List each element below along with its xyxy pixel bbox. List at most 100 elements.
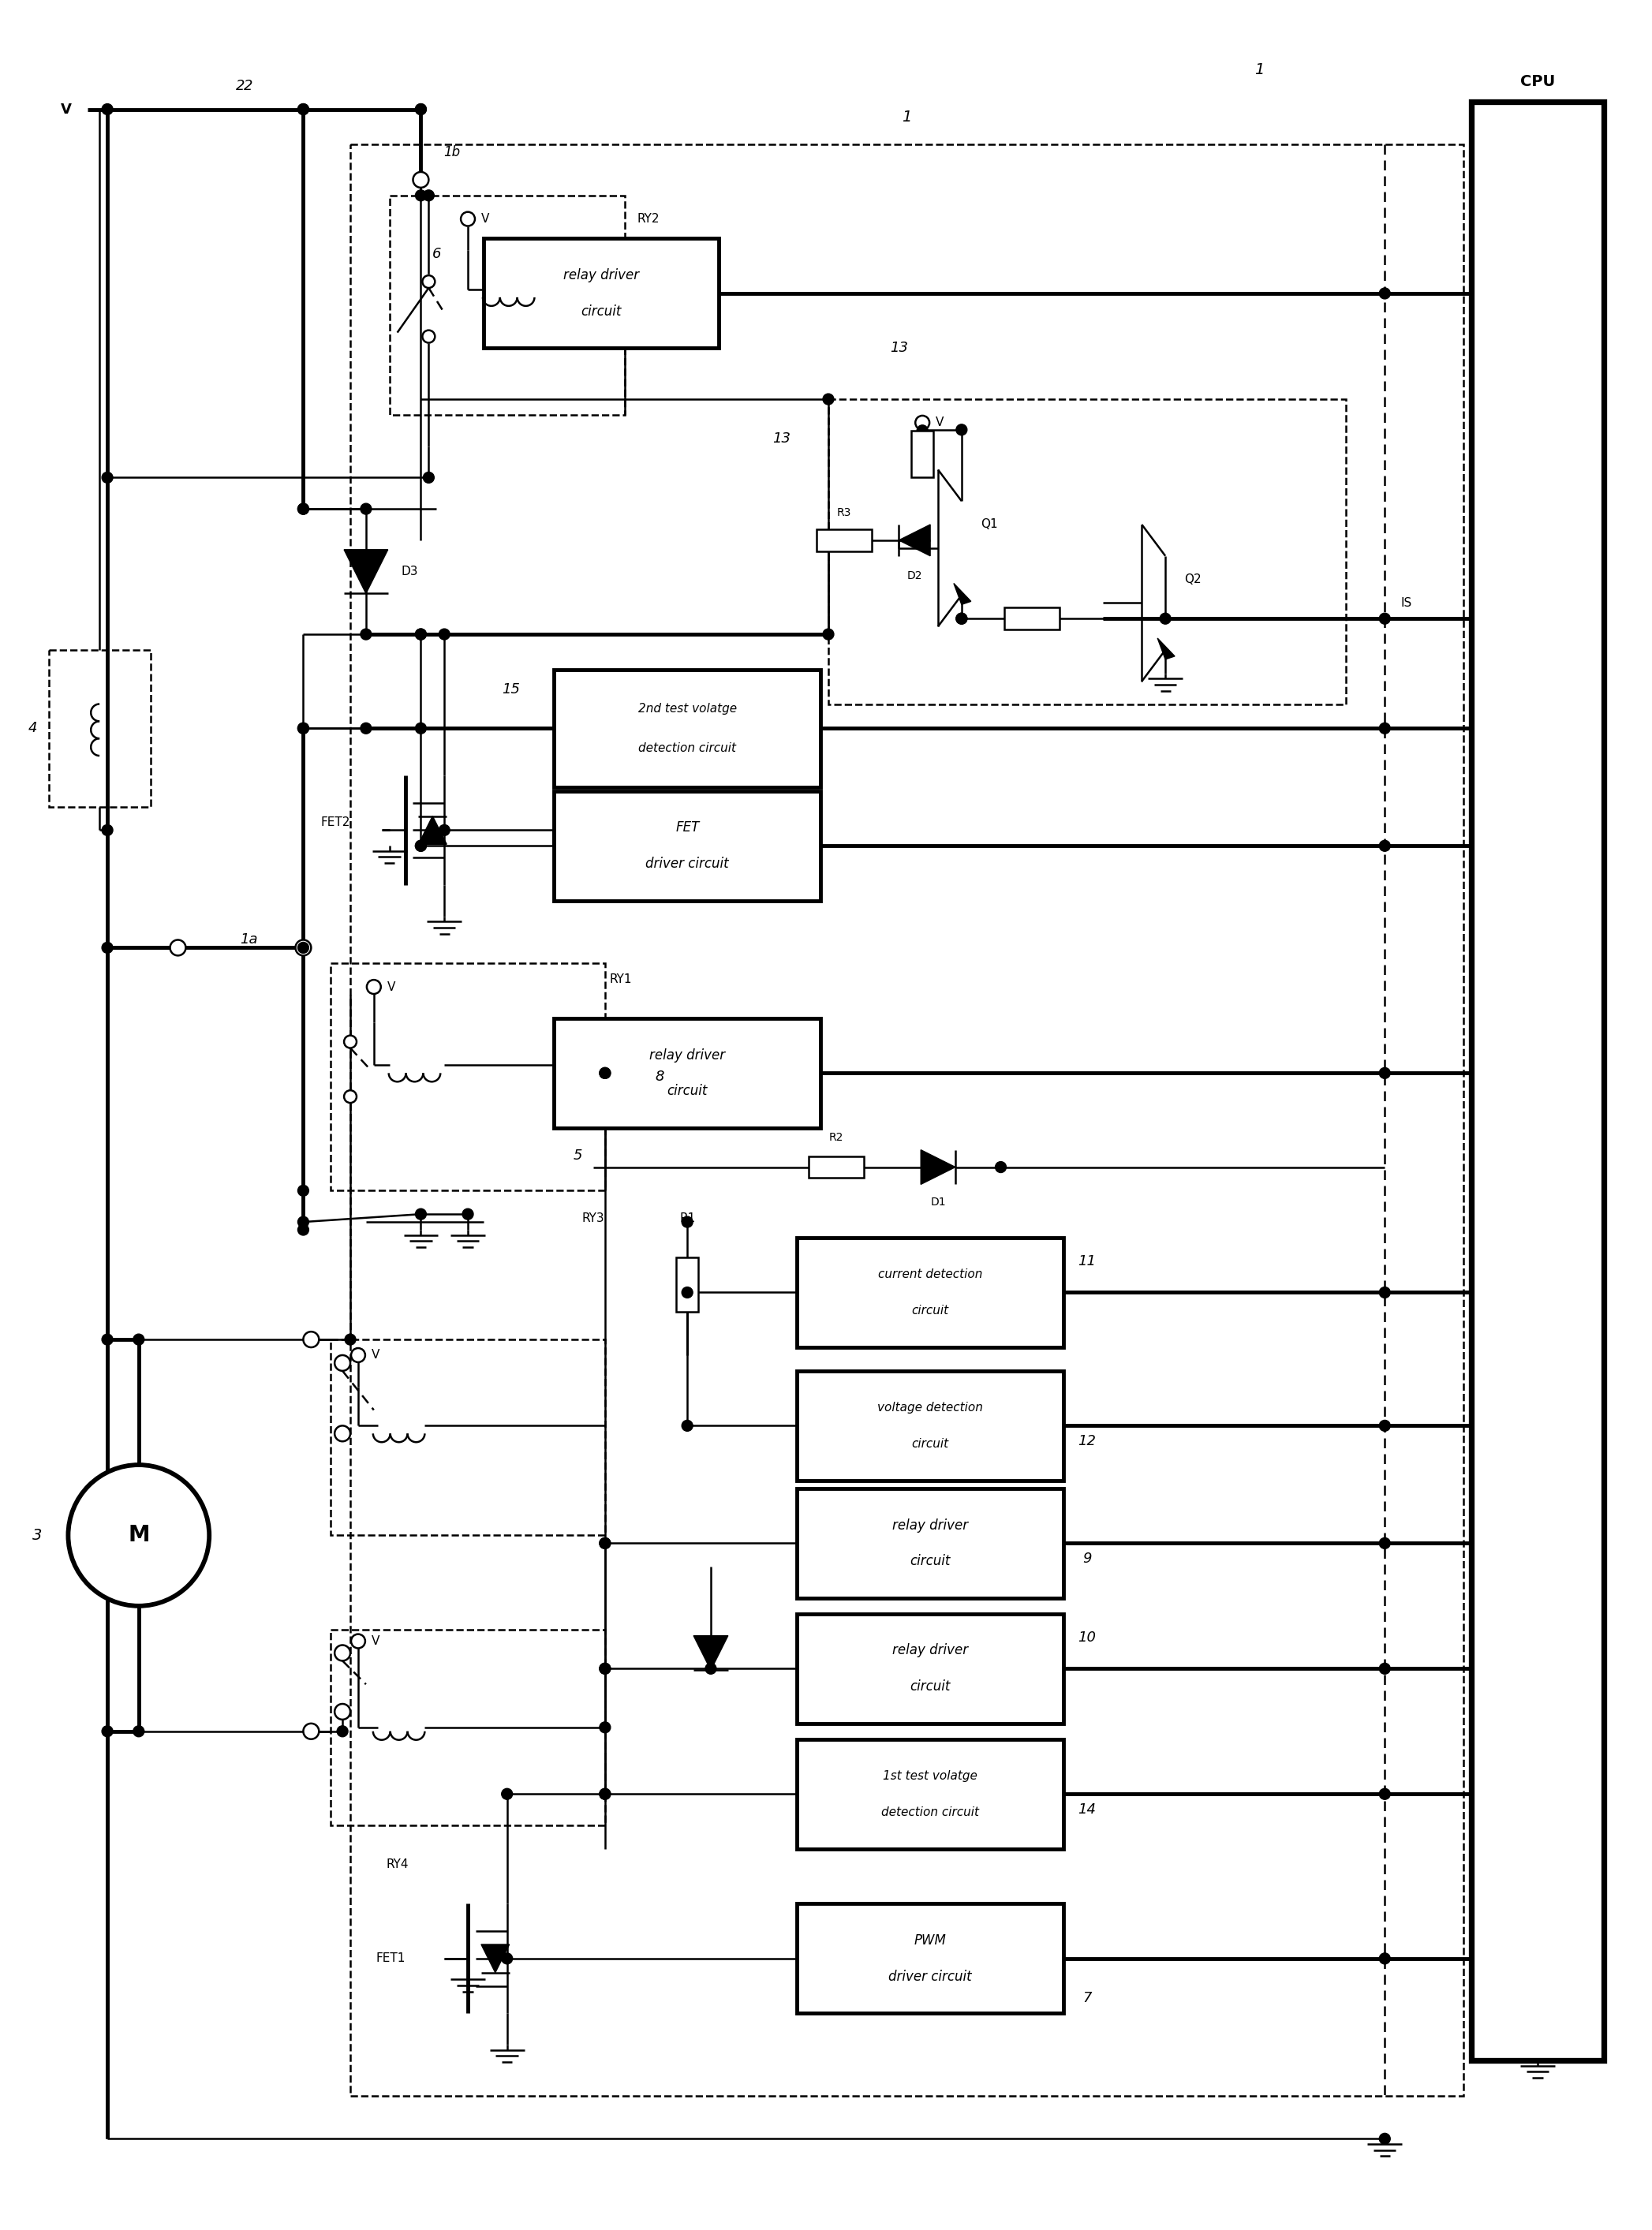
Text: 2: 2 <box>244 78 253 94</box>
Text: circuit: circuit <box>912 1438 948 1450</box>
Text: 1a: 1a <box>240 932 258 948</box>
Text: 14: 14 <box>1077 1802 1095 1817</box>
Circle shape <box>423 274 434 288</box>
Text: D2: D2 <box>907 571 922 582</box>
Text: FET2: FET2 <box>320 816 350 827</box>
Text: V: V <box>372 1349 380 1360</box>
Circle shape <box>297 504 309 515</box>
Text: 1: 1 <box>902 109 912 125</box>
Circle shape <box>102 473 112 484</box>
Bar <box>828 399 1346 705</box>
Circle shape <box>461 212 474 225</box>
Text: 2nd test volatge: 2nd test volatge <box>638 702 737 714</box>
Text: R2: R2 <box>829 1133 844 1142</box>
Circle shape <box>415 190 426 201</box>
Bar <box>484 239 719 348</box>
Bar <box>796 1371 1064 1481</box>
Circle shape <box>957 613 966 624</box>
Circle shape <box>423 190 434 201</box>
Circle shape <box>682 1287 692 1298</box>
Circle shape <box>502 1953 512 1965</box>
Text: 13: 13 <box>771 430 790 446</box>
Circle shape <box>1379 613 1391 624</box>
Circle shape <box>600 1722 611 1733</box>
Bar <box>676 1258 699 1311</box>
Circle shape <box>502 1788 512 1800</box>
Bar <box>330 1630 605 1826</box>
Text: PWM: PWM <box>914 1933 947 1947</box>
Text: D3: D3 <box>401 566 418 578</box>
Text: V: V <box>481 214 489 225</box>
Circle shape <box>705 1664 717 1675</box>
Text: relay driver: relay driver <box>892 1644 968 1657</box>
Polygon shape <box>1158 638 1175 660</box>
Text: circuit: circuit <box>912 1305 948 1316</box>
Circle shape <box>600 1068 611 1079</box>
Text: 13: 13 <box>890 341 909 355</box>
Bar <box>796 1615 1064 1724</box>
Circle shape <box>102 943 112 952</box>
Circle shape <box>297 105 309 114</box>
Circle shape <box>306 1334 317 1345</box>
Circle shape <box>415 105 426 114</box>
Polygon shape <box>344 549 388 593</box>
Circle shape <box>360 504 372 515</box>
Circle shape <box>297 723 309 734</box>
Circle shape <box>345 1334 355 1345</box>
Polygon shape <box>418 816 446 845</box>
Circle shape <box>297 723 309 734</box>
Circle shape <box>367 979 382 995</box>
Circle shape <box>335 1425 350 1441</box>
Bar <box>48 649 150 807</box>
Text: M: M <box>127 1525 150 1545</box>
Circle shape <box>917 426 928 437</box>
Text: 8: 8 <box>656 1070 664 1084</box>
Polygon shape <box>953 584 971 604</box>
Circle shape <box>1379 1539 1391 1548</box>
Text: R3: R3 <box>838 506 851 517</box>
Circle shape <box>1379 2134 1391 2145</box>
Text: 2: 2 <box>236 78 244 94</box>
Circle shape <box>297 105 309 114</box>
Circle shape <box>415 629 426 640</box>
Bar <box>350 145 1464 2096</box>
Text: V: V <box>61 103 71 116</box>
Circle shape <box>1160 613 1171 624</box>
Circle shape <box>600 1539 611 1548</box>
Circle shape <box>297 1224 309 1235</box>
Text: 1st test volatge: 1st test volatge <box>882 1771 978 1782</box>
Bar <box>553 669 821 787</box>
Bar <box>796 1238 1064 1347</box>
Circle shape <box>134 1726 144 1737</box>
Circle shape <box>915 415 930 430</box>
Circle shape <box>297 943 309 952</box>
Circle shape <box>1379 288 1391 299</box>
Circle shape <box>439 825 449 836</box>
Text: relay driver: relay driver <box>649 1048 725 1061</box>
Circle shape <box>344 1035 357 1048</box>
Circle shape <box>600 1664 611 1675</box>
Circle shape <box>304 1724 319 1739</box>
Text: IS: IS <box>1401 598 1412 609</box>
Text: FET: FET <box>676 821 699 834</box>
Circle shape <box>957 613 966 624</box>
Polygon shape <box>481 1945 509 1974</box>
Circle shape <box>352 1349 365 1363</box>
Bar <box>796 1904 1064 2014</box>
Text: circuit: circuit <box>910 1679 950 1695</box>
Circle shape <box>600 1664 611 1675</box>
Polygon shape <box>899 524 930 555</box>
Text: circuit: circuit <box>910 1554 950 1568</box>
Text: RY2: RY2 <box>638 214 659 225</box>
Text: V: V <box>372 1635 380 1648</box>
Text: detection circuit: detection circuit <box>881 1806 980 1817</box>
Circle shape <box>296 939 311 954</box>
Circle shape <box>415 841 426 852</box>
Bar <box>330 963 605 1191</box>
Bar <box>553 1019 821 1128</box>
Text: 5: 5 <box>573 1148 582 1162</box>
Bar <box>553 792 821 901</box>
Text: RY3: RY3 <box>582 1213 605 1224</box>
Text: V: V <box>935 417 943 428</box>
Circle shape <box>68 1465 210 1606</box>
